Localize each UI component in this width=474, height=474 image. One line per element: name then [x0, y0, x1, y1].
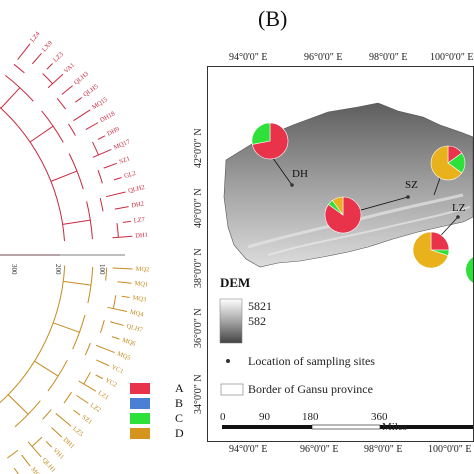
- cluster-legend-c: C: [130, 411, 200, 426]
- site-label-dh: DH: [292, 168, 308, 180]
- tip-label-d-15: QLH1: [41, 457, 57, 474]
- tip-label-d-10: LZ2: [89, 402, 102, 414]
- tip-label-a-10: SZ1: [118, 155, 131, 165]
- cluster-legend-d: D: [130, 426, 200, 441]
- lon-label-94: 94°0'0" E: [229, 52, 268, 63]
- svg-text:360: 360: [371, 411, 388, 423]
- tip-label-d-1: MQ1: [134, 280, 148, 288]
- cluster-a-branches: [0, 43, 133, 256]
- map-canvas: DH SZ LZ DEM 5821 582 Location of sampli…: [219, 102, 473, 433]
- tip-label-d-11: SZ1: [80, 414, 93, 426]
- tip-label-a-4: QLH3: [73, 70, 90, 86]
- tip-label-a-9: MQ17: [113, 138, 132, 151]
- tip-label-a-1: LX9: [41, 40, 54, 54]
- pie-lower-slice-d: [412, 231, 449, 269]
- tip-label-a-5: QLH5: [82, 83, 100, 98]
- tip-label-d-9: LZ1: [97, 390, 110, 402]
- tip-label-a-7: DH18: [99, 110, 116, 124]
- scale-bar: 0 90 180 360 Miles: [220, 411, 473, 433]
- lon-label-100: 100°0'0" E: [430, 52, 474, 63]
- cluster-swatch-b: [130, 398, 150, 409]
- tip-label-a-15: DH1: [135, 232, 148, 240]
- tip-label-a-13: DH2: [131, 200, 145, 209]
- lat-label-38: 38°0'0" N: [193, 248, 204, 288]
- tip-label-d-12: LZ5: [71, 425, 84, 438]
- cluster-legend: A B C D: [130, 381, 200, 441]
- cluster-swatch-d: [130, 428, 150, 439]
- lon-label-100-bottom: 100°0'0" E: [428, 444, 472, 455]
- lat-label-40: 40°0'0" N: [193, 188, 204, 228]
- tip-label-a-0: LZ4: [29, 30, 42, 44]
- tip-label-d-5: MQ6: [121, 337, 137, 348]
- dem-title: DEM: [220, 275, 250, 290]
- legend-sampling: Location of sampling sites: [248, 354, 375, 368]
- tree-scale-label-3: 300: [10, 264, 18, 275]
- lon-label-98-bottom: 98°0'0" E: [364, 444, 403, 455]
- tip-label-a-6: MQ15: [91, 96, 109, 111]
- dem-max: 5821: [248, 299, 272, 313]
- tip-label-a-14: LZ7: [133, 216, 146, 224]
- lon-label-96: 96°0'0" E: [304, 52, 343, 63]
- tip-label-d-13: DH1: [62, 436, 76, 450]
- tree-scale-label-1: 100: [98, 264, 106, 275]
- lon-label-94-bottom: 94°0'0" E: [229, 444, 268, 455]
- lon-label-96-bottom: 96°0'0" E: [300, 444, 339, 455]
- tip-label-a-2: LZ3: [52, 51, 65, 64]
- tip-label-d-3: MQ4: [129, 309, 145, 319]
- cluster-legend-b: B: [130, 396, 200, 411]
- tip-label-a-3: VA1: [63, 62, 76, 75]
- tip-label-a-12: QLH2: [128, 184, 146, 195]
- tip-label-d-7: YC1: [110, 364, 124, 375]
- svg-text:Miles: Miles: [382, 421, 407, 433]
- pie-charts: [251, 122, 466, 269]
- site-label-sz: SZ: [405, 179, 418, 191]
- legend-border: Border of Gansu province: [248, 382, 373, 396]
- tip-label-a-8: DH9: [106, 126, 120, 138]
- tip-label-d-6: MQ5: [116, 350, 131, 362]
- tip-label-d-16: MQ10: [29, 466, 45, 474]
- svg-text:0: 0: [220, 411, 226, 423]
- tree-scale-label-2: 200: [54, 264, 62, 275]
- dem-min: 582: [248, 314, 266, 328]
- svg-text:180: 180: [302, 411, 319, 423]
- tip-label-d-14: VH1: [51, 447, 65, 461]
- pie-lower-slice-a: [430, 231, 450, 251]
- panel-label: (B): [258, 6, 288, 31]
- tip-label-d-0: MQ2: [135, 266, 149, 274]
- tip-label-d-8: YC2: [104, 377, 118, 389]
- svg-text:90: 90: [259, 411, 271, 423]
- pie-dh-slice-c: [251, 122, 271, 145]
- cluster-d-branches: [0, 265, 133, 474]
- lat-label-36: 36°0'0" N: [193, 308, 204, 348]
- site-label-lz: LZ: [452, 202, 466, 214]
- pie-mid-slice-d: [332, 196, 344, 216]
- lon-label-98: 98°0'0" E: [369, 52, 408, 63]
- dem-color-ramp: [219, 298, 243, 344]
- lat-label-42: 42°0'0" N: [193, 128, 204, 168]
- cluster-legend-a: A: [130, 381, 200, 396]
- tip-label-d-4: QLH7: [126, 323, 145, 334]
- tip-label-d-2: MQ3: [132, 294, 147, 303]
- cluster-swatch-c: [130, 413, 150, 424]
- tip-label-a-11: GL2: [123, 170, 136, 180]
- cluster-swatch-a: [130, 383, 150, 394]
- pie-sz-top-slice-d: [430, 145, 463, 181]
